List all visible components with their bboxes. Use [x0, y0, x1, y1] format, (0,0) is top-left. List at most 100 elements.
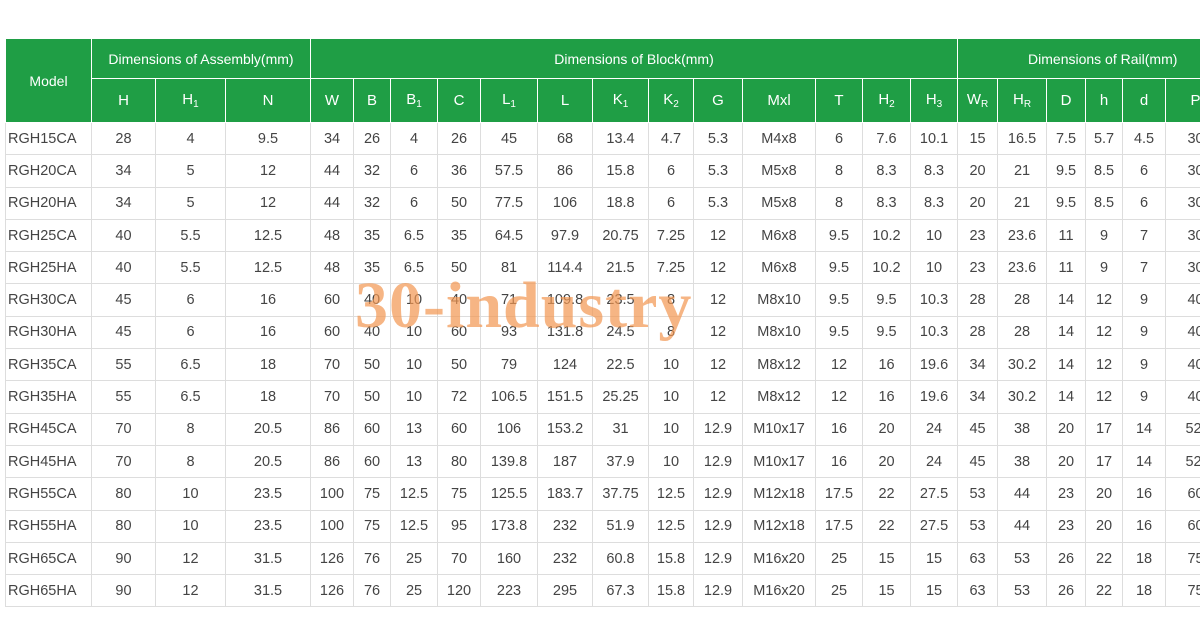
value-cell: 60.8	[592, 541, 650, 576]
value-cell: 6	[390, 186, 439, 220]
value-cell: 18	[1122, 541, 1167, 576]
value-cell: 7.5	[1046, 121, 1087, 156]
column-header-subscript: R	[981, 99, 989, 110]
value-cell: 9.5	[815, 218, 864, 253]
column-header: B	[353, 78, 392, 123]
value-cell: 5.5	[155, 218, 226, 253]
value-cell: 32	[353, 154, 392, 188]
table-header: Model Dimensions of Assembly(mm) Dimension…	[5, 38, 1200, 123]
value-cell: 20	[1046, 444, 1087, 479]
value-cell: M8x10	[742, 315, 817, 350]
value-cell: 20	[862, 444, 912, 479]
value-cell: 70	[91, 412, 156, 446]
value-cell: 14	[1046, 380, 1087, 414]
value-cell: 45	[957, 444, 999, 479]
value-cell: 40	[353, 315, 392, 350]
value-cell: 160	[480, 541, 539, 576]
value-cell: 30	[1165, 251, 1200, 285]
value-cell: 16.5	[997, 121, 1048, 156]
column-header: L1	[480, 78, 539, 123]
value-cell: 13	[390, 412, 439, 446]
value-cell: M10x17	[742, 412, 817, 446]
value-cell: 12	[224, 154, 312, 188]
value-cell: M4x8	[742, 121, 817, 156]
value-cell: 12	[693, 283, 744, 317]
value-cell: 9	[1122, 283, 1167, 317]
table-row: RGH55CA 80 10 23.5 100 75 12.5 75 125.5 183.7 37.7…	[5, 477, 1200, 511]
value-cell: M8x12	[742, 348, 817, 382]
value-cell: 23.5	[224, 477, 312, 511]
value-cell: 37.9	[592, 444, 650, 479]
value-cell: M10x17	[742, 444, 817, 479]
table-row: RGH45HA 70 8 20.5 86 60 13 80 139.8 187 37.9 10 12.9…	[5, 444, 1200, 479]
value-cell: 30.2	[997, 348, 1048, 382]
model-cell: RGH35CA	[5, 348, 92, 382]
value-cell: 18.8	[592, 186, 650, 220]
column-header-text: P	[1190, 92, 1200, 109]
value-cell: 12	[693, 251, 744, 285]
value-cell: 15	[910, 541, 959, 576]
value-cell: 15.8	[592, 154, 650, 188]
column-header: D	[1046, 78, 1087, 123]
column-header-text: H	[118, 92, 129, 109]
value-cell: 106.5	[480, 380, 539, 414]
value-cell: 70	[91, 444, 156, 479]
value-cell: 80	[91, 509, 156, 543]
value-cell: 30	[1165, 154, 1200, 188]
value-cell: 12.9	[693, 412, 744, 446]
value-cell: 7.25	[648, 218, 695, 253]
value-cell: 21	[997, 186, 1048, 220]
value-cell: 8	[815, 154, 864, 188]
value-cell: M12x18	[742, 509, 817, 543]
value-cell: 30	[1165, 186, 1200, 220]
value-cell: 63	[957, 574, 999, 608]
value-cell: 8	[155, 412, 226, 446]
value-cell: 4.5	[1122, 121, 1167, 156]
value-cell: 22.5	[592, 348, 650, 382]
value-cell: 34	[310, 121, 355, 156]
value-cell: 45	[91, 283, 156, 317]
value-cell: 20.75	[592, 218, 650, 253]
value-cell: 23	[957, 251, 999, 285]
value-cell: 10	[390, 283, 439, 317]
value-cell: 31.5	[224, 574, 312, 608]
value-cell: 34	[91, 154, 156, 188]
value-cell: 28	[957, 315, 999, 350]
value-cell: 10.2	[862, 218, 912, 253]
model-cell: RGH55HA	[5, 509, 92, 543]
value-cell: 9.5	[815, 315, 864, 350]
value-cell: 295	[537, 574, 594, 608]
value-cell: 17.5	[815, 509, 864, 543]
column-header: N	[224, 78, 312, 123]
value-cell: 9	[1122, 380, 1167, 414]
value-cell: 23.5	[592, 283, 650, 317]
value-cell: 11	[1046, 218, 1087, 253]
value-cell: 31	[592, 412, 650, 446]
column-header-subscript: 1	[193, 99, 199, 110]
value-cell: 6	[648, 186, 695, 220]
value-cell: 72	[437, 380, 482, 414]
group-header: Dimensions of Rail(mm)	[957, 38, 1200, 79]
value-cell: 71	[480, 283, 539, 317]
value-cell: 100	[310, 509, 355, 543]
value-cell: 10	[648, 380, 695, 414]
column-header-text: W	[324, 92, 340, 109]
column-header: G	[693, 78, 744, 123]
value-cell: 12.5	[648, 509, 695, 543]
value-cell: 9.5	[862, 315, 912, 350]
value-cell: 40	[1165, 348, 1200, 382]
value-cell: 9.5	[1046, 154, 1087, 188]
table-row: RGH30CA 45 6 16 60 40 10 40 71 109.8 23.5 8 12 M8x10 9…	[5, 283, 1200, 317]
value-cell: 15	[862, 541, 912, 576]
value-cell: 20.5	[224, 412, 312, 446]
value-cell: 12	[1085, 380, 1124, 414]
value-cell: 76	[353, 541, 392, 576]
value-cell: 232	[537, 509, 594, 543]
column-header-text: T	[834, 92, 844, 109]
value-cell: 81	[480, 251, 539, 285]
value-cell: 24.5	[592, 315, 650, 350]
value-cell: 52.	[1165, 444, 1200, 479]
value-cell: 183.7	[537, 477, 594, 511]
value-cell: 6	[155, 315, 226, 350]
